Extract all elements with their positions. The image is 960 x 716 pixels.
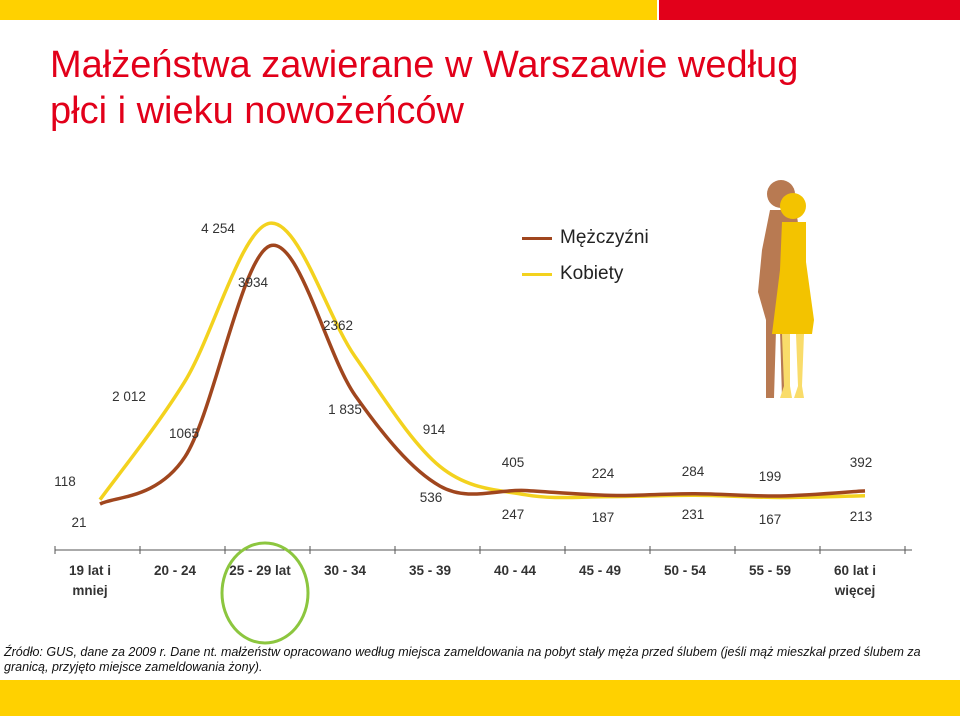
value-label-men: 1 835 [328,402,362,417]
value-label-women: 213 [850,509,873,524]
value-label-women: 231 [682,507,705,522]
value-label-men: 21 [71,515,86,530]
legend-label-men: Mężczyźni [560,227,649,248]
value-label-women: 914 [423,422,446,437]
legend-item-women: Kobiety [522,262,623,286]
x-tick-label: 25 - 29 lat [229,563,291,578]
x-tick-label: 35 - 39 [409,563,451,578]
value-label-women: 247 [502,507,525,522]
footer-band [0,680,960,716]
value-label-men: 284 [682,464,705,479]
value-label-women: 2 012 [112,389,146,404]
x-tick-label: 20 - 24 [154,563,197,578]
x-axis [54,541,912,645]
value-label-men: 199 [759,469,782,484]
value-label-men: 392 [850,455,873,470]
highlight-circle [220,541,310,645]
value-label-women: 187 [592,510,615,525]
x-tick-label: 19 lat i mniej [69,563,111,598]
x-tick-label: 50 - 54 [664,563,707,578]
value-label-women: 167 [759,512,782,527]
value-label-women: 118 [54,474,76,489]
legend-line-women [522,272,552,276]
value-label-men: 3934 [238,275,269,290]
source-line-2: granicą, przyjęto miejsce zameldowania ż… [4,660,263,674]
value-label-women: 4 254 [201,221,235,236]
value-label-men: 405 [502,455,525,470]
top-bar-red [659,0,960,20]
chart-title: Małżeństwa zawierane w Warszawie według … [50,42,870,134]
value-labels: 21 1065 3934 1 835 536 405 224 284 199 392 118 2 01… [54,221,872,530]
value-label-men: 1065 [169,426,199,441]
x-tick-label: 45 - 49 [579,563,621,578]
legend-line-men [522,236,552,240]
x-tick-label: 30 - 34 [324,563,367,578]
source-note: Źródło: GUS, dane za 2009 r. Dane nt. ma… [4,645,954,675]
legend-item-men: Mężczyźni [522,226,649,250]
title-line-1: Małżeństwa zawierane w Warszawie według [50,44,799,86]
series-line-women [98,221,866,501]
x-tick-label: 40 - 44 [494,563,537,578]
couple-illustration [758,180,814,398]
legend-label-women: Kobiety [560,263,624,284]
x-tick-label: 55 - 59 [749,563,791,578]
x-tick-label: 60 lat i więcej [834,563,876,598]
series-lines [98,221,866,506]
title-line-2: płci i wieku nowożeńców [50,90,464,132]
value-label-women: 2362 [323,318,353,333]
series-line-men [99,243,866,506]
top-bar-yellow [0,0,657,20]
x-tick-labels: 19 lat i mniej 20 - 24 25 - 29 lat 30 - 34 35… [69,563,876,598]
source-line-1: Źródło: GUS, dane za 2009 r. Dane nt. ma… [4,645,921,659]
value-label-men: 224 [592,466,615,481]
value-label-men: 536 [420,490,443,505]
